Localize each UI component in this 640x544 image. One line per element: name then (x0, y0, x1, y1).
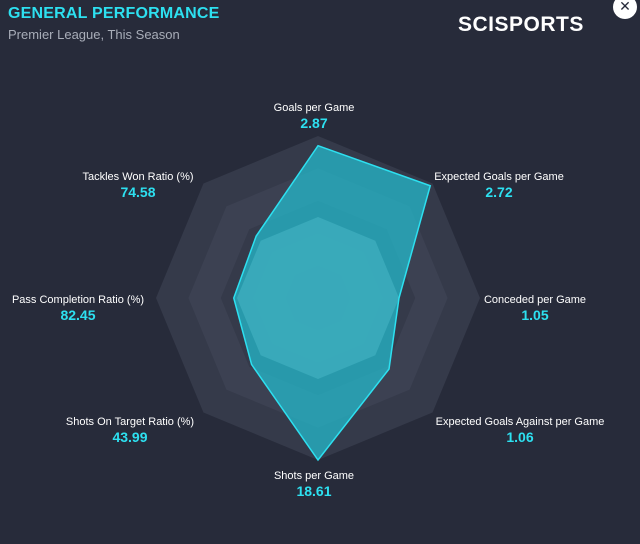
metric-name: Expected Goals Against per Game (435, 416, 605, 428)
metric-value: 1.05 (521, 307, 549, 323)
metric-label: Conceded per Game 1.05 (484, 294, 586, 323)
close-button[interactable]: ✕ (613, 0, 637, 19)
metric-name: Shots per Game (273, 470, 355, 482)
metric-value: 43.99 (112, 429, 148, 445)
metric-value: 74.58 (120, 184, 156, 200)
chart-subtitle: Premier League, This Season (8, 27, 180, 42)
metric-value: 82.45 (60, 307, 96, 323)
scisports-logo: SCISPORTS (458, 13, 584, 36)
metric-name: Shots On Target Ratio (%) (65, 416, 195, 428)
metric-label: Expected Goals per Game 2.72 (434, 171, 564, 200)
metric-name: Expected Goals per Game (434, 171, 564, 183)
metric-label: Expected Goals Against per Game 1.06 (436, 416, 605, 445)
metric-value: 18.61 (296, 483, 332, 499)
radar-series (232, 144, 432, 462)
metric-name: Goals per Game (273, 102, 355, 114)
metric-name: Tackles Won Ratio (%) (82, 171, 194, 183)
metric-label: Goals per Game 2.87 (274, 102, 355, 131)
metric-label: Shots per Game 18.61 (274, 470, 354, 499)
metric-label: Shots On Target Ratio (%) 43.99 (66, 416, 194, 445)
metric-label: Tackles Won Ratio (%) 74.58 (82, 171, 193, 200)
metric-value: 2.87 (300, 115, 328, 131)
metric-name: Conceded per Game (483, 294, 587, 306)
metric-value: 2.72 (485, 184, 513, 200)
team-area (232, 144, 432, 462)
close-icon: ✕ (619, 0, 631, 14)
metric-label: Pass Completion Ratio (%) 82.45 (12, 294, 144, 323)
metric-name: Pass Completion Ratio (%) (11, 294, 145, 306)
chart-title: GENERAL PERFORMANCE (8, 5, 220, 22)
metric-value: 1.06 (506, 429, 534, 445)
